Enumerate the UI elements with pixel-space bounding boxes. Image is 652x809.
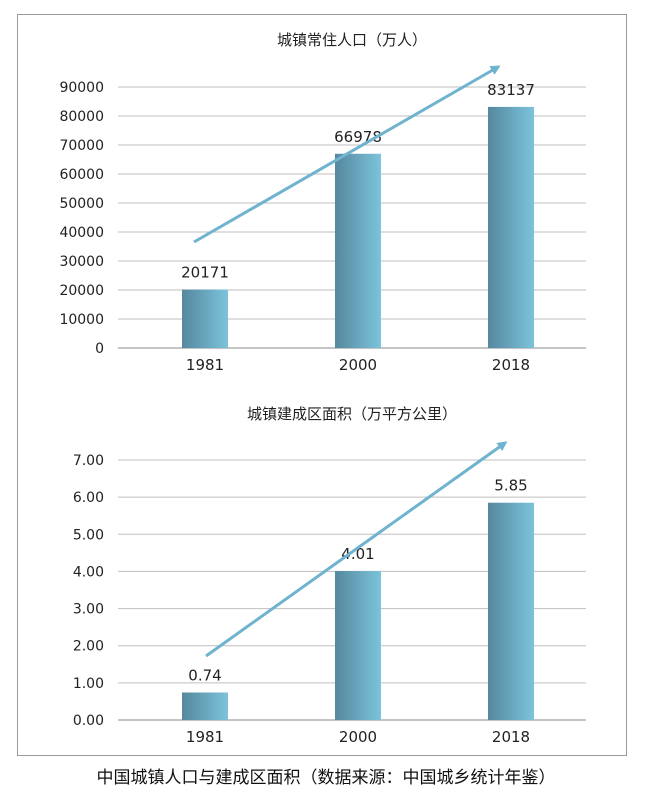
charts-canvas: 城镇常住人口（万人） 0 10000 20000 30000 40000 50000 6000… [59, 31, 586, 746]
y-tick-label: 0 [95, 341, 104, 357]
x-tick-label: 1981 [186, 356, 224, 374]
bar-1981 [182, 692, 228, 720]
x-tick-label: 2018 [492, 356, 530, 374]
y-tick-label: 50000 [59, 196, 104, 212]
data-label: 4.01 [341, 545, 374, 563]
y-tick-label: 10000 [59, 312, 104, 328]
bar-2000 [335, 153, 381, 348]
data-label: 20171 [181, 264, 229, 282]
chart-frame: 城镇常住人口（万人） 0 10000 20000 30000 40000 50000 6000… [17, 14, 627, 756]
y-tick-label: 60000 [59, 167, 104, 183]
chart-title: 城镇建成区面积（万平方公里） [247, 405, 457, 423]
y-tick-label: 7.00 [73, 453, 104, 469]
y-tick-label: 5.00 [73, 527, 104, 543]
x-tick-label: 2018 [492, 728, 530, 746]
y-tick-label: 40000 [59, 225, 104, 241]
figure-caption: 中国城镇人口与建成区面积（数据来源：中国城乡统计年鉴） [96, 768, 556, 788]
data-label: 83137 [487, 81, 535, 99]
y-tick-label: 0.00 [73, 713, 104, 729]
y-tick-label: 1.00 [73, 676, 104, 692]
x-tick-label: 2000 [339, 728, 377, 746]
data-label: 5.85 [494, 477, 527, 495]
y-tick-label: 2.00 [73, 639, 104, 655]
y-tick-label: 6.00 [73, 490, 104, 506]
chart-2: 城镇建成区面积（万平方公里） 0.00 1.00 2.00 3.00 4.00 5.00 6.… [73, 405, 586, 746]
bar-2000 [335, 571, 381, 720]
trend-arrow [193, 65, 501, 244]
bar-2018 [488, 106, 534, 348]
y-tick-label: 4.00 [73, 564, 104, 580]
y-tick-label: 70000 [59, 138, 104, 154]
trend-arrow [205, 441, 508, 658]
y-tick-label: 80000 [59, 109, 104, 125]
x-tick-label: 1981 [186, 728, 224, 746]
chart-1: 城镇常住人口（万人） 0 10000 20000 30000 40000 50000 6000… [59, 31, 586, 374]
y-tick-label: 90000 [59, 80, 104, 96]
y-tick-label: 3.00 [73, 602, 104, 618]
x-tick-label: 2000 [339, 356, 377, 374]
data-label: 0.74 [188, 667, 221, 685]
bar-1981 [182, 289, 228, 348]
chart-title: 城镇常住人口（万人） [277, 31, 427, 49]
bar-2018 [488, 502, 534, 720]
y-tick-label: 30000 [59, 254, 104, 270]
y-tick-label: 20000 [59, 283, 104, 299]
